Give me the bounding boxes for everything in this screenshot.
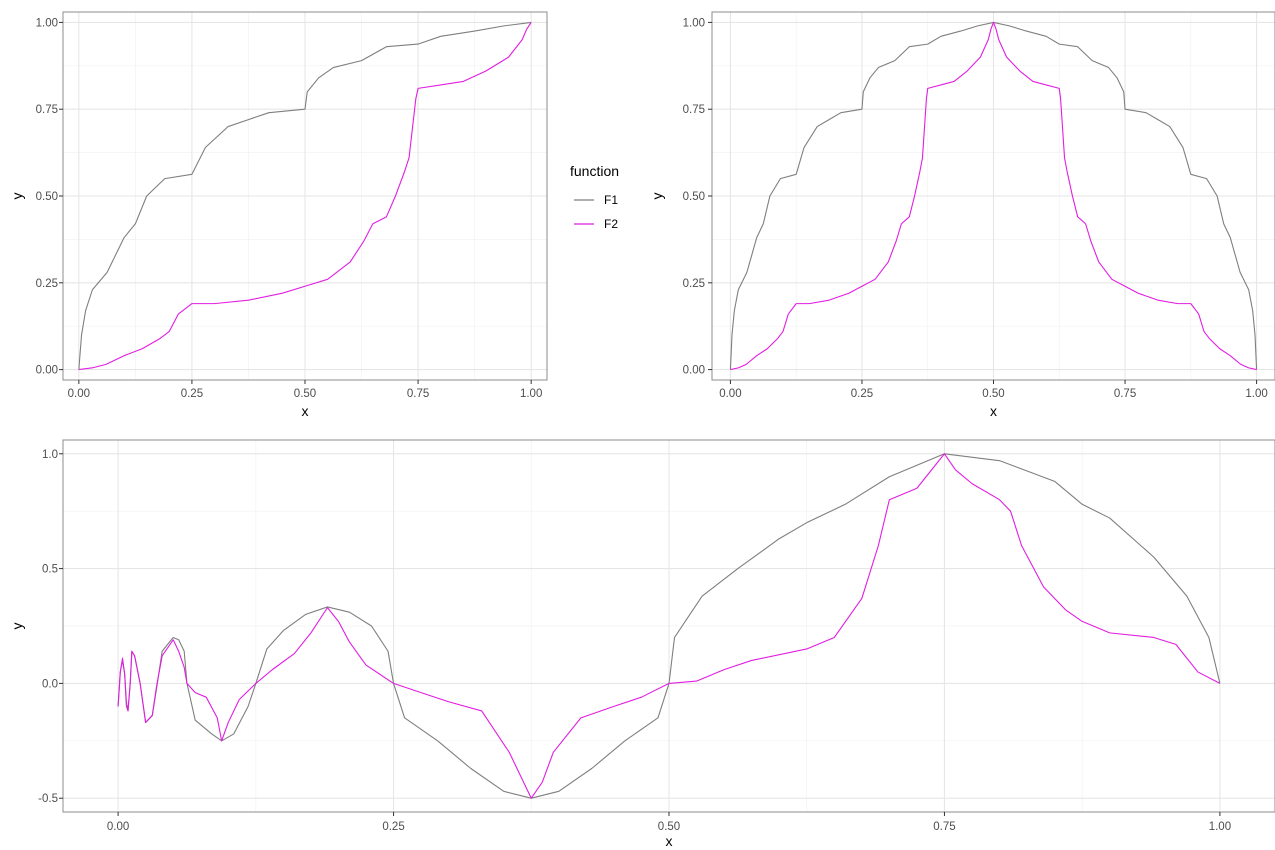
y-tick-label: 1.00: [36, 17, 58, 29]
legend: function F1 F2: [570, 163, 619, 231]
x-tick-label: 0.25: [851, 388, 873, 400]
y-tick-label: 0.50: [36, 191, 58, 203]
legend-title: function: [570, 163, 619, 179]
panel-top-left: 0.00 0.25 0.50 0.75 1.00 0.00 0.25 0.50 0.75 1.00…: [9, 11, 548, 419]
x-tick-label: 1.00: [1245, 388, 1267, 400]
x-tick-label: 0.75: [933, 821, 955, 833]
series-line-f2: [78, 22, 532, 371]
x-tick-label: 0.50: [982, 388, 1004, 400]
series-line-f2: [117, 453, 1221, 799]
y-tick-label: 0.50: [683, 191, 705, 203]
y-axis-title: y: [9, 623, 25, 630]
y-axis-title: y: [9, 193, 25, 200]
y-tick-label: 1.0: [42, 449, 58, 461]
x-axis-title: x: [990, 403, 997, 419]
x-tick-label: 0.50: [294, 388, 316, 400]
y-tick-label: 0.5: [42, 564, 58, 576]
legend-label-f2: F2: [604, 217, 618, 231]
x-tick-label: 0.00: [107, 821, 129, 833]
x-tick-label: 1.00: [1209, 821, 1231, 833]
x-tick-label: 1.00: [520, 388, 542, 400]
x-axis-title: x: [666, 833, 673, 849]
x-tick-label: 0.25: [382, 821, 404, 833]
x-tick-label: 0.25: [181, 388, 203, 400]
y-tick-label: 0.00: [36, 365, 58, 377]
x-tick-label: 0.00: [719, 388, 741, 400]
x-axis-title: x: [302, 403, 309, 419]
y-axis-title: y: [649, 193, 665, 200]
x-tick-label: 0.00: [68, 388, 90, 400]
series-line-f1: [78, 21, 532, 370]
y-tick-label: 1.00: [683, 17, 705, 29]
series-line-f2: [730, 21, 1257, 371]
panel-top-right: 0.00 0.25 0.50 0.75 1.00 0.00 0.25 0.50 0.75 1.00…: [649, 11, 1275, 419]
y-tick-label: 0.00: [683, 365, 705, 377]
x-tick-label: 0.75: [407, 388, 429, 400]
y-tick-label: 0.25: [683, 278, 705, 290]
y-tick-label: 0.25: [36, 278, 58, 290]
y-tick-label: 0.75: [683, 104, 705, 116]
x-tick-label: 0.50: [658, 821, 680, 833]
legend-label-f1: F1: [604, 193, 618, 207]
y-tick-label: 0.0: [42, 678, 58, 690]
y-tick-label: -0.5: [38, 793, 58, 805]
x-tick-label: 0.75: [1114, 388, 1136, 400]
y-tick-label: 0.75: [36, 104, 58, 116]
panel-bottom: 0.00 0.25 0.50 0.75 1.00 -0.5 0.0 0.5 1.0 x y: [9, 439, 1275, 849]
